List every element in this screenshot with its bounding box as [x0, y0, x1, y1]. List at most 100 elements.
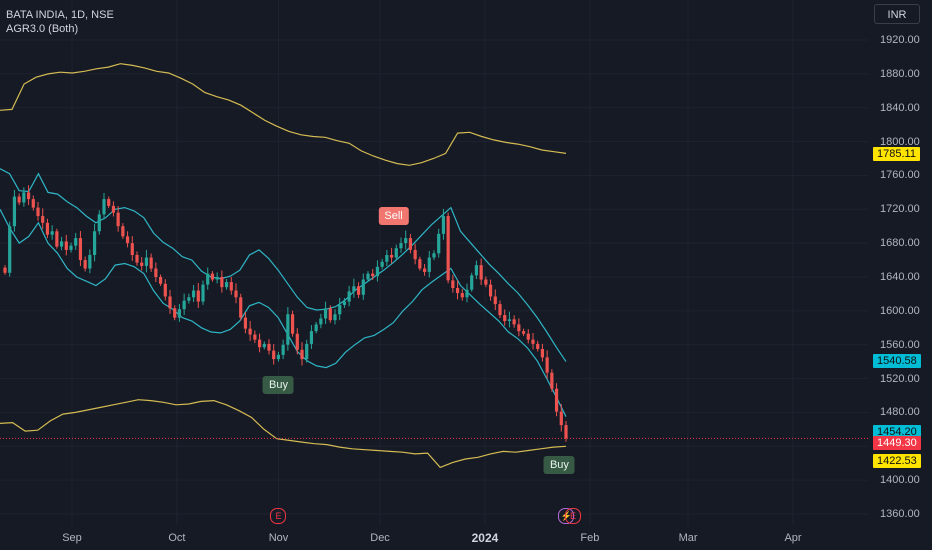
earnings-icon[interactable]: E — [270, 508, 287, 524]
price-tag-close-last: 1449.30 — [873, 436, 921, 451]
band-outer-lower — [0, 399, 567, 469]
candle-body — [3, 267, 7, 273]
candle-body — [498, 304, 502, 316]
candle-body — [446, 216, 450, 281]
candle-body — [545, 357, 549, 373]
candle-body — [173, 308, 177, 318]
candle-body — [149, 257, 153, 269]
candle-body — [130, 243, 134, 255]
candle-body — [441, 216, 446, 234]
candle-body — [163, 283, 167, 297]
candle-body — [512, 319, 516, 325]
candle-body — [474, 265, 479, 276]
y-tick-label: 1840.00 — [880, 101, 920, 114]
candle-body — [554, 388, 559, 412]
y-tick-label: 1920.00 — [880, 34, 920, 46]
candle-body — [375, 266, 380, 277]
candle-body — [536, 343, 540, 349]
candle-body — [333, 314, 337, 321]
y-tick-label: 1640.00 — [880, 271, 920, 283]
candle-body — [550, 372, 554, 389]
y-tick-label: 1480.00 — [880, 406, 920, 419]
x-tick-label: Feb — [580, 532, 600, 544]
sell-signal-label[interactable]: Sell — [378, 206, 409, 225]
price-tag-outer-lower-last: 1422.53 — [873, 454, 921, 469]
candle-body — [422, 268, 427, 272]
candle-body — [257, 339, 262, 348]
candle-body — [503, 315, 507, 322]
candle-body — [356, 286, 361, 295]
candle-body — [50, 231, 54, 235]
y-tick-label: 1880.00 — [880, 67, 920, 80]
candle-body — [45, 222, 50, 235]
candle-body — [389, 254, 394, 258]
y-tick-label: 1680.00 — [880, 237, 920, 250]
candle-body — [59, 241, 64, 247]
candle-body — [36, 207, 40, 217]
candle-body — [182, 300, 186, 310]
price-tag-inner-lower-last: 1454.20 — [873, 425, 921, 440]
candle-body — [224, 282, 229, 288]
candle-body — [74, 238, 78, 246]
candle-body — [309, 331, 314, 344]
buy-signal-label[interactable]: Buy — [263, 375, 294, 394]
candle-body — [239, 297, 243, 318]
candle-body — [295, 333, 299, 350]
candle-body — [88, 254, 92, 269]
x-tick-label: Nov — [268, 532, 289, 544]
candle-body — [253, 334, 257, 340]
candle-body — [135, 254, 139, 263]
candle-body — [305, 343, 309, 360]
candle-body — [521, 331, 526, 334]
candle-body — [144, 257, 149, 266]
candle-body — [531, 339, 535, 344]
band-inner-upper — [0, 168, 567, 362]
candle-body — [418, 259, 422, 269]
price-tag-inner-upper-last: 1540.58 — [873, 354, 921, 369]
candle-body — [286, 314, 290, 345]
candle-body — [488, 284, 493, 297]
price-tag-outer-upper-last: 1785.11 — [873, 147, 920, 162]
candle-body — [540, 348, 545, 358]
candle-body — [380, 261, 384, 267]
currency-button[interactable]: INR — [874, 4, 920, 24]
candle-body — [125, 236, 130, 244]
y-tick-label: 1560.00 — [880, 338, 920, 351]
candle-body — [78, 238, 83, 261]
candle-body — [41, 216, 45, 223]
candle-body — [432, 253, 436, 258]
candle-body — [371, 273, 375, 277]
buy-signal-label[interactable]: Buy — [543, 456, 575, 475]
candle-body — [26, 192, 31, 200]
candle-body — [69, 245, 73, 250]
candle-body — [413, 249, 417, 260]
candle-body — [493, 296, 497, 305]
candle-body — [338, 304, 342, 315]
candle-body — [408, 238, 413, 250]
symbol-title: BATA INDIA, 1D, NSE — [6, 9, 114, 21]
earnings-icon[interactable]: E — [564, 508, 581, 524]
candle-body — [507, 319, 512, 322]
candle-body — [526, 333, 530, 340]
candle-body — [300, 349, 304, 360]
candle-body — [319, 318, 323, 325]
candle-body — [17, 196, 21, 203]
candle-body — [220, 277, 224, 288]
candle-body — [564, 425, 568, 439]
candle-body — [12, 196, 17, 227]
candle-body — [92, 231, 97, 255]
x-tick-label: Oct — [168, 532, 186, 544]
candle-body — [465, 289, 469, 298]
split-icon[interactable]: ⚡ — [558, 508, 575, 524]
y-tick-label: 1520.00 — [880, 372, 920, 385]
candle-body — [352, 286, 356, 292]
candle-body — [234, 290, 238, 298]
candle-body — [31, 199, 35, 208]
candle-body — [361, 279, 365, 295]
candle-body — [399, 243, 403, 249]
candle-body — [201, 284, 205, 302]
candle-body — [55, 231, 59, 247]
chart-legend: BATA INDIA, 1D, NSE AGR3.0 (Both) — [6, 8, 114, 36]
